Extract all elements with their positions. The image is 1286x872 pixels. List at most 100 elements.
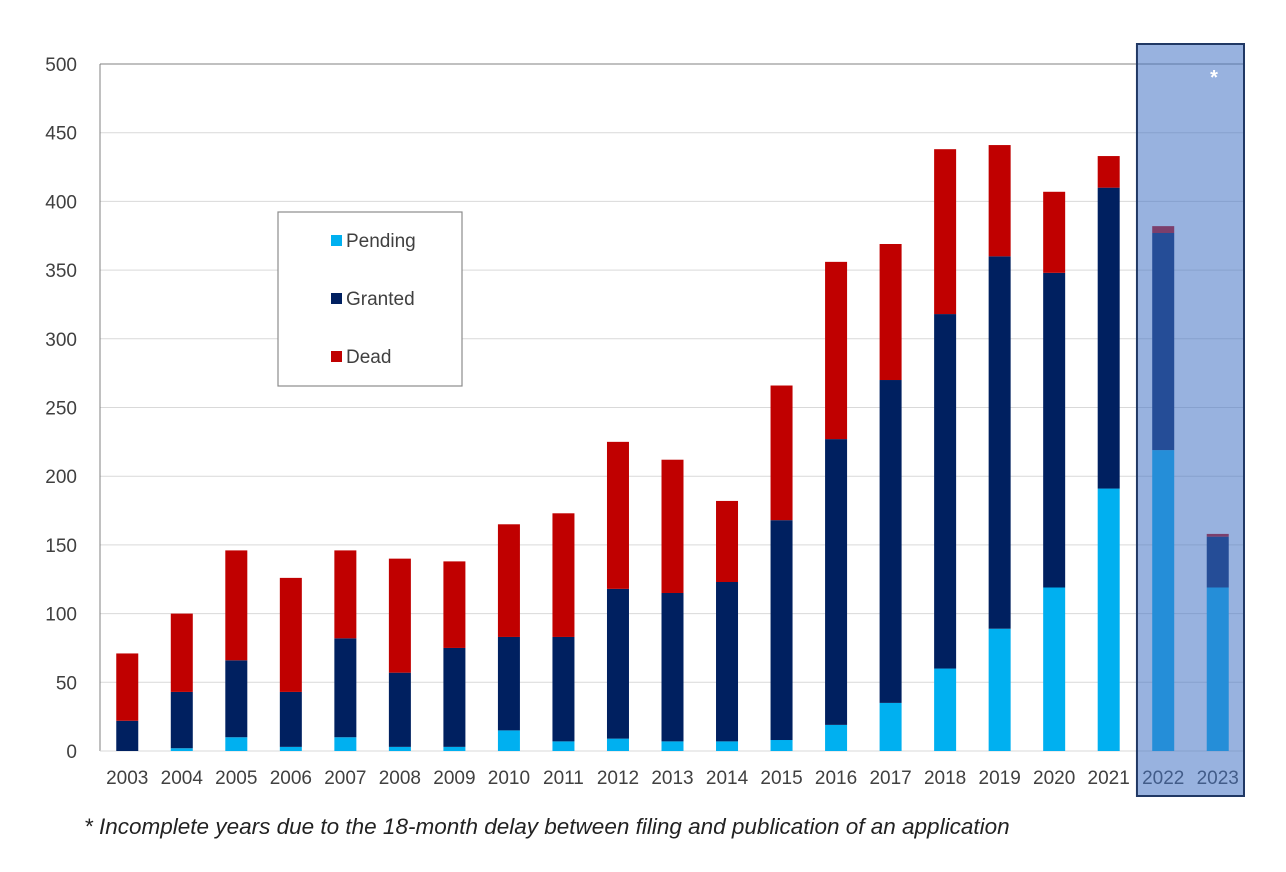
bar-dead-2004 (170, 613, 193, 692)
x-tick-label: 2005 (215, 768, 257, 789)
y-tick-label: 200 (45, 467, 77, 488)
y-tick-label: 350 (45, 261, 77, 282)
bar-granted-2014 (716, 581, 739, 742)
y-tick-label: 50 (56, 673, 77, 694)
x-tick-label: 2003 (106, 768, 148, 789)
y-tick-label: 150 (45, 536, 77, 557)
legend-swatch-granted (331, 293, 342, 304)
bars (116, 145, 1229, 751)
bar-pending-2020 (1043, 587, 1066, 751)
bar-granted-2004 (170, 691, 193, 749)
bar-pending-2013 (661, 741, 684, 751)
bar-pending-2014 (716, 741, 739, 751)
bar-dead-2006 (279, 577, 302, 692)
bar-dead-2009 (443, 561, 466, 648)
x-tick-label: 2009 (433, 768, 475, 789)
bar-pending-2010 (497, 730, 520, 751)
bar-granted-2005 (225, 660, 248, 738)
bar-pending-2016 (825, 724, 848, 751)
bar-pending-2008 (388, 746, 411, 751)
bar-dead-2007 (334, 550, 357, 639)
bar-granted-2010 (497, 636, 520, 731)
bar-granted-2020 (1043, 272, 1066, 588)
x-tick-label: 2008 (379, 768, 421, 789)
legend-box (277, 211, 463, 387)
incomplete-years-box (1135, 43, 1246, 797)
bar-dead-2018 (934, 149, 957, 315)
bar-granted-2003 (116, 720, 139, 751)
x-tick-label: 2010 (488, 768, 530, 789)
y-tick-label: 0 (66, 742, 77, 763)
legend: Pending Granted Dead (277, 211, 463, 387)
bar-dead-2021 (1097, 156, 1120, 188)
bar-dead-2012 (606, 441, 629, 589)
y-tick-label: 250 (45, 399, 77, 420)
bar-pending-2011 (552, 741, 575, 751)
legend-label-pending: Pending (346, 231, 416, 252)
x-tick-label: 2016 (815, 768, 857, 789)
bar-granted-2012 (606, 588, 629, 739)
x-tick-label: 2019 (979, 768, 1021, 789)
x-tick-label: 2011 (543, 768, 584, 789)
x-tick-label: 2007 (324, 768, 366, 789)
x-tick-label: 2015 (760, 768, 802, 789)
x-tick-label: 2013 (651, 768, 693, 789)
incomplete-years-marker: * (1210, 67, 1218, 89)
legend-swatch-pending (331, 235, 342, 246)
bar-dead-2011 (552, 513, 575, 637)
y-tick-label: 300 (45, 330, 77, 351)
x-tick-label: 2020 (1033, 768, 1075, 789)
bar-pending-2005 (225, 737, 248, 751)
bar-dead-2005 (225, 550, 248, 661)
bar-pending-2009 (443, 746, 466, 751)
bar-granted-2011 (552, 636, 575, 742)
x-tick-label: 2014 (706, 768, 749, 789)
bar-granted-2016 (825, 439, 848, 725)
legend-label-dead: Dead (346, 347, 391, 368)
bar-pending-2018 (934, 668, 957, 751)
bar-granted-2007 (334, 638, 357, 738)
x-tick-label: 2017 (869, 768, 911, 789)
y-axis-ticks: 0 50 100 150 200 250 300 350 400 450 500 (45, 55, 77, 763)
bar-pending-2015 (770, 740, 793, 751)
legend-label-granted: Granted (346, 289, 415, 310)
bar-granted-2009 (443, 647, 466, 747)
x-tick-label: 2012 (597, 768, 639, 789)
bar-dead-2019 (988, 145, 1011, 257)
bar-pending-2017 (879, 702, 902, 751)
bar-granted-2015 (770, 520, 793, 741)
bar-granted-2006 (279, 691, 302, 747)
bar-dead-2003 (116, 653, 139, 721)
x-axis-ticks: 2003 2004 2005 2006 2007 2008 2009 2010 2011 2012… (106, 768, 1239, 789)
bar-granted-2019 (988, 256, 1011, 629)
y-tick-label: 400 (45, 192, 77, 213)
x-tick-label: 2018 (924, 768, 966, 789)
bar-dead-2017 (879, 243, 902, 381)
bar-pending-2019 (988, 628, 1011, 751)
legend-swatch-dead (331, 351, 342, 362)
bar-pending-2004 (170, 748, 193, 751)
bar-dead-2020 (1043, 191, 1066, 273)
footnote: * Incomplete years due to the 18-month d… (84, 814, 1010, 839)
x-tick-label: 2004 (161, 768, 204, 789)
bar-dead-2014 (716, 500, 739, 582)
bar-pending-2021 (1097, 488, 1120, 751)
bar-granted-2013 (661, 592, 684, 742)
bar-pending-2006 (279, 746, 302, 751)
bar-pending-2007 (334, 737, 357, 751)
x-tick-label: 2021 (1088, 768, 1130, 789)
bar-pending-2012 (606, 738, 629, 751)
bar-dead-2010 (497, 524, 520, 637)
bar-granted-2018 (934, 314, 957, 669)
x-tick-label: 2006 (270, 768, 312, 789)
y-tick-label: 500 (45, 55, 77, 76)
bar-granted-2017 (879, 380, 902, 703)
bar-granted-2021 (1097, 187, 1120, 489)
incomplete-years-highlight: * (1135, 43, 1246, 797)
bar-dead-2016 (825, 261, 848, 440)
bar-granted-2008 (388, 672, 411, 747)
bar-dead-2008 (388, 558, 411, 673)
bar-dead-2013 (661, 459, 684, 593)
y-tick-label: 100 (45, 605, 77, 626)
